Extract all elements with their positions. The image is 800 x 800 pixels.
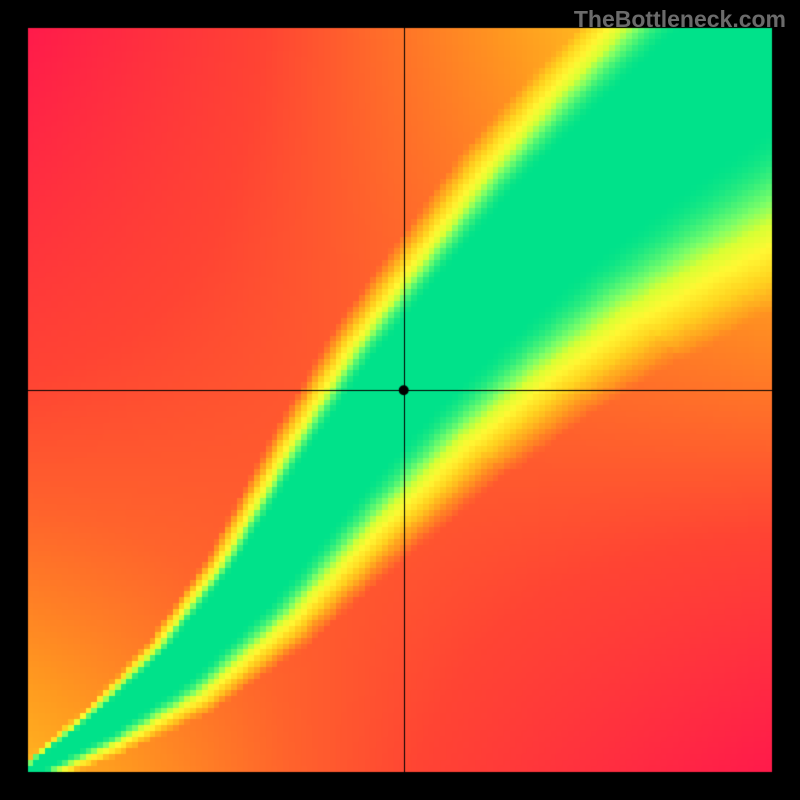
bottleneck-heatmap <box>0 0 800 800</box>
watermark-text: TheBottleneck.com <box>574 6 786 33</box>
